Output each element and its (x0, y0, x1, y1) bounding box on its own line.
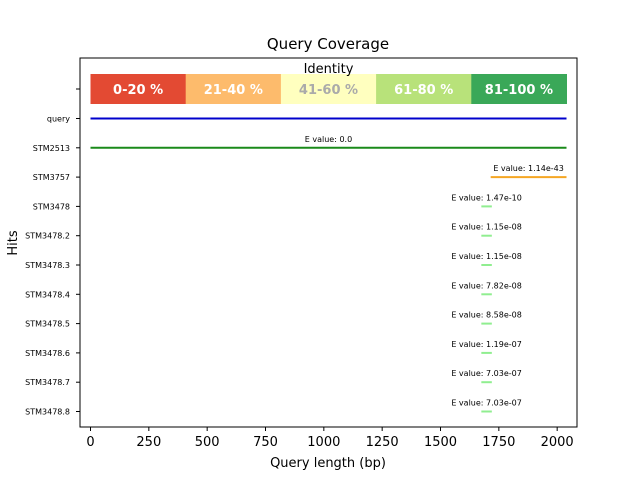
y-axis: query STM2513 STM3757 STM3478 STM3478.2 STM34… (25, 88, 80, 417)
legend-item: 21-40 % (185, 74, 282, 104)
x-tick-label: 1250 (366, 435, 399, 450)
hit-label: STM3478.2 (25, 232, 70, 241)
evalue-label: E value: 8.58e-08 (451, 311, 522, 320)
plot-frame (79, 57, 578, 428)
x-axis: 0 250 500 750 1000 1250 1500 1750 2000 (86, 427, 574, 450)
x-tick-label: 0 (86, 435, 94, 450)
identity-legend: 0-20 % 21-40 % 41-60 % 61-80 % 81-100 % Ident… (90, 62, 567, 104)
evalue-label: E value: 1.15e-08 (451, 252, 522, 261)
evalue-label: E value: 7.03e-07 (451, 399, 522, 408)
legend-swatch (376, 74, 472, 104)
legend-swatch (471, 74, 567, 104)
legend-title: Identity (304, 62, 354, 77)
x-axis-label: Query length (bp) (270, 456, 386, 471)
hit-label: STM3478 (33, 202, 70, 211)
hit-label: STM3478.6 (25, 349, 70, 358)
evalue-label: E value: 1.14e-43 (493, 164, 564, 173)
x-tick-label: 1000 (307, 435, 340, 450)
x-tick-label: 1750 (482, 435, 515, 450)
evalue-label: E value: 7.82e-08 (451, 281, 522, 290)
x-tick-label: 1500 (424, 435, 457, 450)
evalue-label: E value: 0.0 (305, 135, 352, 144)
legend-label: 21-40 % (204, 83, 263, 98)
evalue-label: E value: 7.03e-07 (451, 369, 522, 378)
evalue-label: E value: 1.15e-08 (451, 223, 522, 232)
legend-swatch (90, 74, 187, 104)
x-tick-label: 250 (136, 435, 161, 450)
hit-label: STM3478.5 (25, 320, 70, 329)
hit-label: STM2513 (33, 144, 70, 153)
evalue-label: E value: 1.19e-07 (451, 340, 522, 349)
legend-item: 61-80 % (376, 74, 472, 104)
hit-label: query (47, 115, 70, 124)
legend-label: 81-100 % (485, 83, 553, 98)
hit-label: STM3757 (33, 173, 70, 182)
legend-item: 41-60 % (280, 74, 377, 104)
hit-label: STM3478.7 (25, 378, 70, 387)
legend-swatch (280, 74, 377, 104)
hit-label: STM3478.4 (25, 290, 70, 299)
y-axis-label: Hits (6, 230, 21, 255)
evalue-label: E value: 1.47e-10 (451, 193, 522, 202)
legend-label: 41-60 % (299, 83, 358, 98)
x-tick-label: 750 (253, 435, 278, 450)
hit-label: STM3478.8 (25, 408, 70, 417)
chart-title: Query Coverage (267, 35, 389, 53)
hit-label: STM3478.3 (25, 261, 70, 270)
legend-item: 0-20 % (90, 74, 187, 104)
legend-swatch (185, 74, 282, 104)
legend-label: 61-80 % (394, 83, 453, 98)
x-tick-label: 2000 (541, 435, 574, 450)
legend-item: 81-100 % (471, 74, 567, 104)
x-tick-label: 500 (195, 435, 220, 450)
hits-layer: E value: 0.0 E value: 1.14e-43 E value: 1.… (90, 117, 567, 413)
legend-label: 0-20 % (113, 83, 163, 98)
